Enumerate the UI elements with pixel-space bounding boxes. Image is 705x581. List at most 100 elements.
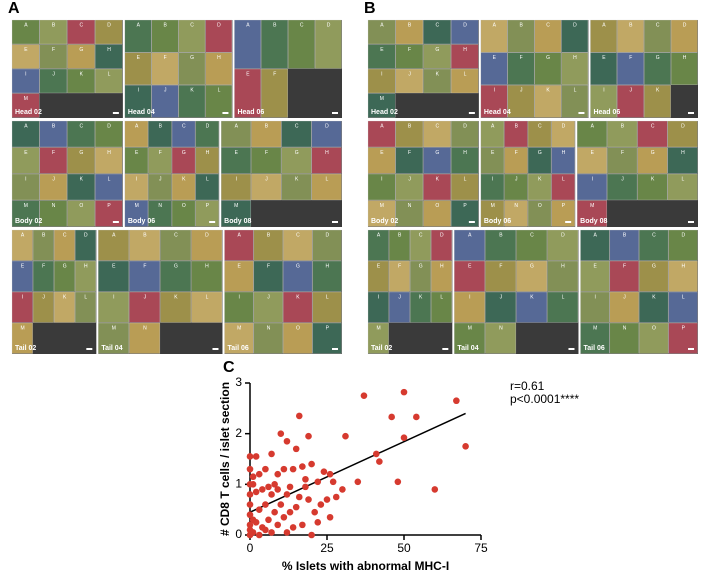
tile [423, 173, 451, 201]
tile-letter: C [530, 232, 534, 238]
tile [160, 260, 192, 292]
tile [234, 19, 261, 69]
tile-letter: A [235, 123, 239, 129]
tile-letter: I [238, 294, 239, 300]
x-tick-label: 75 [474, 541, 488, 555]
tile-letter: E [237, 263, 241, 269]
section-label: Tail 02 [15, 345, 36, 352]
tile-letter: E [591, 150, 595, 156]
tile [221, 200, 252, 227]
tile [221, 120, 252, 148]
tile [607, 147, 638, 174]
tile [480, 147, 505, 174]
mosaic-section: A B C D E F G H I J K L M N O P Body 02 [367, 120, 479, 227]
panel-label: C [223, 359, 235, 376]
tile-letter: M [24, 96, 28, 102]
tile [39, 200, 68, 227]
tile [39, 147, 68, 174]
tile-letter: H [463, 150, 467, 156]
data-point [262, 465, 269, 473]
data-point [274, 521, 282, 529]
tile-letter: I [494, 88, 495, 94]
tile [617, 52, 644, 85]
scale-bar [222, 112, 229, 114]
tile [423, 44, 451, 69]
tile [504, 200, 528, 227]
tile-letter: D [683, 22, 687, 28]
tile-letter: K [296, 294, 300, 300]
tile [178, 19, 206, 53]
tile-letter: H [107, 150, 111, 156]
tile-letter: G [656, 55, 660, 61]
tile [283, 260, 313, 292]
tile-letter: D [205, 232, 209, 238]
tile [75, 229, 96, 261]
tile-letter: A [380, 123, 384, 129]
tile [171, 173, 196, 201]
tile [95, 68, 123, 94]
mosaic-section: A B C D E F G H I J K L M Tail 02 [367, 229, 453, 354]
tile [151, 52, 179, 85]
tile-letter: J [621, 176, 624, 182]
tile-letter: I [136, 176, 137, 182]
tile-letter: G [419, 263, 423, 269]
tile [148, 147, 172, 174]
tile [580, 291, 610, 323]
tile [205, 19, 233, 53]
tile [67, 120, 95, 148]
tile [609, 291, 639, 323]
tile-letter: B [499, 232, 503, 238]
tile-letter: F [52, 47, 55, 53]
tile-letter: K [436, 176, 440, 182]
data-point [302, 483, 309, 491]
tile [410, 291, 431, 323]
section-label: Body 06 [484, 218, 511, 225]
tile-letter: M [20, 325, 24, 331]
data-point [400, 434, 408, 442]
tile [551, 200, 575, 227]
tile [485, 322, 517, 354]
tile [95, 19, 123, 45]
tile-letter: K [63, 294, 67, 300]
tile [11, 200, 40, 227]
section-label: Body 08 [224, 218, 251, 225]
tile [312, 260, 342, 292]
data-point [289, 524, 297, 531]
tile [32, 260, 54, 292]
y-tick-label: 3 [235, 375, 242, 389]
tile [98, 229, 130, 261]
tile [423, 200, 451, 227]
tile-letter: F [398, 263, 401, 269]
tile-letter: O [538, 203, 542, 209]
tile [410, 260, 431, 292]
tile [388, 260, 410, 292]
tile-letter: D [325, 123, 329, 129]
data-point [354, 478, 362, 486]
tile-letter: M [234, 203, 238, 209]
tile-letter: F [265, 150, 268, 156]
tile-letter: I [113, 294, 114, 300]
data-point [246, 531, 254, 539]
tile [527, 200, 552, 227]
tile [367, 44, 396, 69]
tile-letter: M [380, 96, 384, 102]
tile [639, 291, 669, 323]
tile-letter: F [408, 47, 411, 53]
tile-letter: F [273, 71, 276, 77]
tile [451, 147, 479, 174]
mosaic-section: A B C D E F G H I J K L M Body 08 [221, 120, 342, 227]
data-point [295, 493, 303, 501]
tile-letter: H [683, 55, 687, 61]
tile [11, 173, 40, 201]
tile [577, 147, 608, 174]
mosaic-section: A B C D E F G H I J K L M N O P Body 06 [124, 120, 220, 227]
data-point [342, 432, 349, 440]
tile-letter: J [52, 176, 55, 182]
tile-letter: B [52, 22, 56, 28]
data-point [462, 443, 469, 450]
tile [251, 147, 282, 174]
data-point [277, 430, 285, 437]
tile [75, 260, 96, 292]
tile-letter: H [325, 150, 329, 156]
